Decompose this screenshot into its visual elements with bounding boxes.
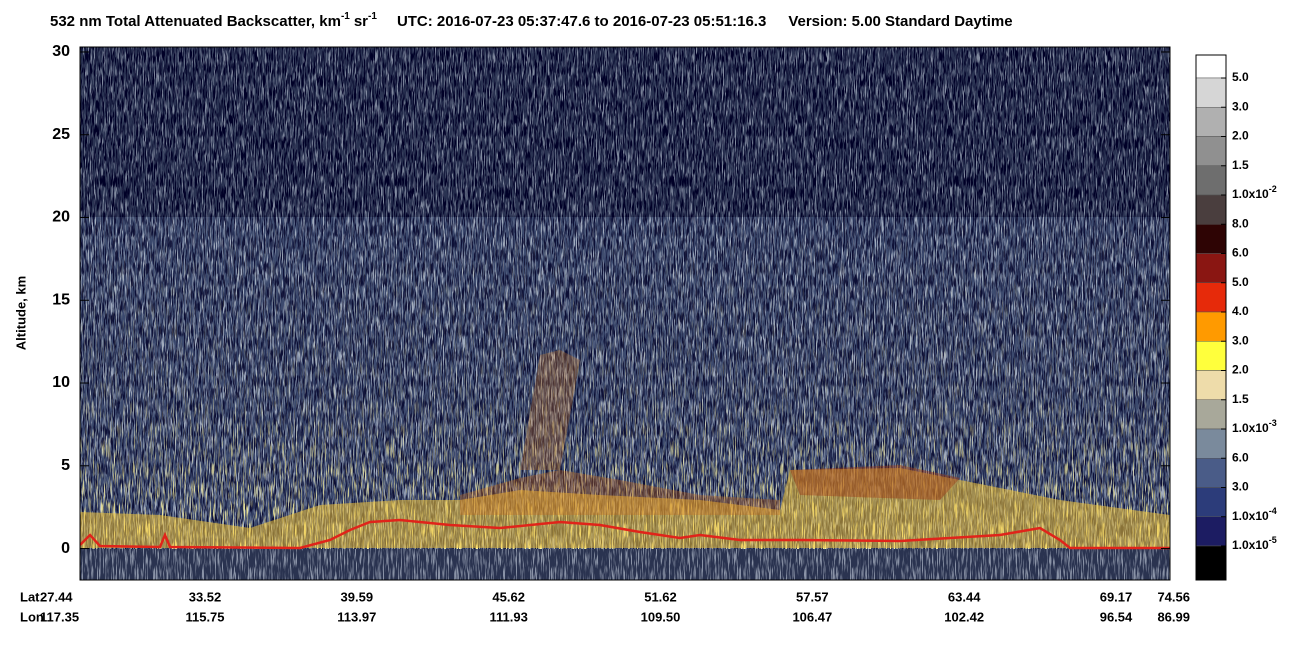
colorbar-label: 5.0 xyxy=(1232,70,1249,84)
colorbar-label: 6.0 xyxy=(1232,246,1249,260)
colorbar-label: 1.5 xyxy=(1232,392,1249,406)
colorbar-box xyxy=(1195,282,1227,313)
colorbar-box xyxy=(1195,370,1227,400)
colorbar-box xyxy=(1195,54,1227,79)
y-tick-label: 30 xyxy=(52,43,70,60)
lat-tick-label: 27.44 xyxy=(40,589,73,604)
colorbar-label-exp: -2 xyxy=(1269,184,1277,194)
colorbar-label: 3.0 xyxy=(1232,480,1249,494)
colorbar-label-text: 3.0 xyxy=(1232,480,1249,494)
colorbar-box xyxy=(1195,516,1227,547)
y-tick-label: 25 xyxy=(52,126,70,143)
colorbar-box xyxy=(1195,136,1227,166)
colorbar-box xyxy=(1195,341,1227,371)
y-tick-label: 20 xyxy=(52,209,70,226)
lat-row-label: Lat xyxy=(20,589,40,604)
colorbar-label: 2.0 xyxy=(1232,363,1249,377)
lat-tick-label: 45.62 xyxy=(492,589,525,604)
colorbar-label-text: 6.0 xyxy=(1232,450,1249,464)
colorbar-label-text: 1.0x10 xyxy=(1232,509,1269,523)
colorbar-box xyxy=(1195,399,1227,430)
colorbar-label: 3.0 xyxy=(1232,333,1249,347)
lon-tick-label: 106.47 xyxy=(792,609,832,624)
colorbar-label: 1.0x10-5 xyxy=(1232,535,1277,552)
colorbar-label-text: 1.5 xyxy=(1232,392,1249,406)
y-tick-label: 10 xyxy=(52,374,70,391)
colorbar-box xyxy=(1195,428,1227,459)
lat-tick-label: 51.62 xyxy=(644,589,677,604)
colorbar-frame xyxy=(1195,54,1227,581)
colorbar-label: 1.5 xyxy=(1232,158,1249,172)
lat-tick-label: 39.59 xyxy=(341,589,374,604)
colorbar-label-text: 1.0x10 xyxy=(1232,538,1269,552)
lat-tick-label: 33.52 xyxy=(189,589,222,604)
plot-frame xyxy=(79,46,1171,581)
y-tick-label: 15 xyxy=(52,291,70,308)
colorbar-label: 1.0x10-4 xyxy=(1232,506,1277,523)
colorbar-label-text: 1.5 xyxy=(1232,158,1249,172)
lon-tick-label: 111.93 xyxy=(490,609,528,624)
lon-tick-label: 102.42 xyxy=(944,609,984,624)
colorbar-label: 2.0 xyxy=(1232,129,1249,143)
colorbar-box xyxy=(1195,545,1227,581)
colorbar-label-text: 1.0x10 xyxy=(1232,187,1269,201)
colorbar-label-text: 2.0 xyxy=(1232,363,1249,377)
lon-tick-label: 96.54 xyxy=(1100,609,1133,624)
colorbar-label-text: 5.0 xyxy=(1232,275,1249,289)
colorbar-box xyxy=(1195,194,1227,225)
colorbar-box xyxy=(1195,107,1227,137)
colorbar-box xyxy=(1195,458,1227,488)
colorbar-box xyxy=(1195,224,1227,254)
colorbar-box xyxy=(1195,253,1227,283)
y-tick-label: 0 xyxy=(61,540,70,557)
lat-tick-label: 74.56 xyxy=(1157,589,1190,604)
lon-tick-label: 117.35 xyxy=(40,609,79,624)
chart-title: 532 nm Total Attenuated Backscatter, km-… xyxy=(50,11,1013,30)
colorbar-label: 6.0 xyxy=(1232,450,1249,464)
colorbar-label-text: 2.0 xyxy=(1232,129,1249,143)
colorbar-label: 3.0 xyxy=(1232,99,1249,113)
surface-line xyxy=(80,518,1170,550)
colorbar-label-text: 1.0x10 xyxy=(1232,421,1269,435)
colorbar-label-exp: -3 xyxy=(1269,418,1277,428)
lon-row-label: Lon xyxy=(20,609,44,624)
colorbar-box xyxy=(1195,487,1227,517)
colorbar-label: 1.0x10-3 xyxy=(1232,418,1277,435)
colorbar-label-text: 5.0 xyxy=(1232,70,1249,84)
colorbar-label-exp: -4 xyxy=(1269,506,1277,516)
y-axis-label: Altitude, km xyxy=(13,276,28,350)
colorbar-label-text: 6.0 xyxy=(1232,246,1249,260)
colorbar-label-text: 8.0 xyxy=(1232,216,1249,230)
lat-tick-label: 63.44 xyxy=(948,589,981,604)
colorbar-label: 5.0 xyxy=(1232,275,1249,289)
lat-tick-label: 57.57 xyxy=(796,589,829,604)
backscatter-image xyxy=(80,47,1170,580)
colorbar-box xyxy=(1195,165,1227,196)
colorbar-label-exp: -5 xyxy=(1269,535,1277,545)
lon-tick-label: 115.75 xyxy=(185,609,224,624)
colorbar-box xyxy=(1195,77,1227,108)
lon-tick-label: 113.97 xyxy=(337,609,376,624)
colorbar-label: 1.0x10-2 xyxy=(1232,184,1277,201)
colorbar-label-text: 4.0 xyxy=(1232,304,1249,318)
y-tick-label: 5 xyxy=(61,457,70,474)
colorbar-box xyxy=(1195,311,1227,342)
colorbar-label-text: 3.0 xyxy=(1232,99,1249,113)
lon-tick-label: 109.50 xyxy=(641,609,681,624)
colorbar-label-text: 3.0 xyxy=(1232,333,1249,347)
lon-tick-label: 86.99 xyxy=(1157,609,1190,624)
lat-tick-label: 69.17 xyxy=(1100,589,1133,604)
colorbar-label: 4.0 xyxy=(1232,304,1249,318)
colorbar-label: 8.0 xyxy=(1232,216,1249,230)
